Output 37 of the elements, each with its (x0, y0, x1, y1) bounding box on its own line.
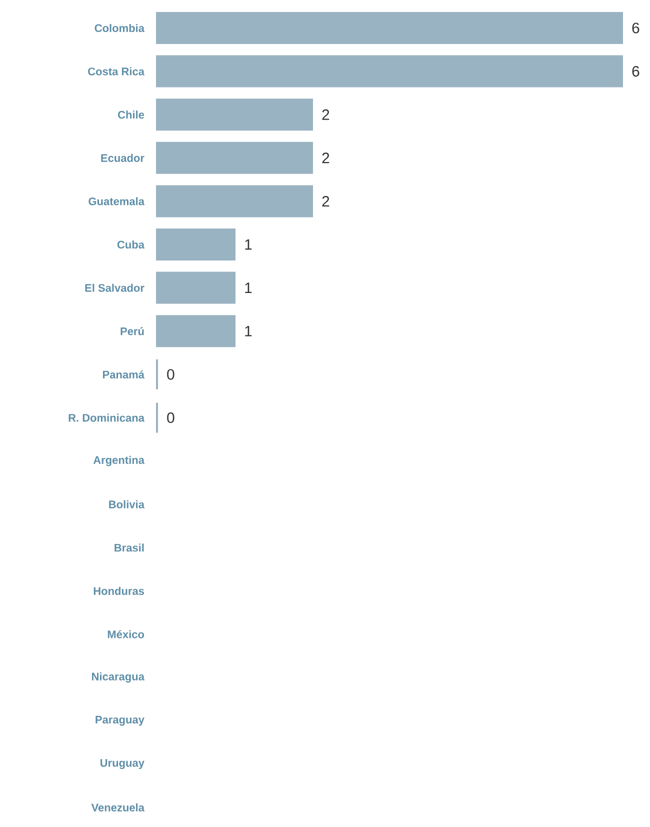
y-tick-label: Paraguay (96, 716, 144, 726)
bar (156, 315, 236, 348)
bar (156, 185, 313, 218)
y-tick-label: Bolivia (109, 500, 145, 508)
data-label: 2 (322, 196, 330, 206)
data-label: 1 (245, 326, 252, 336)
y-tick-label: Honduras (94, 586, 144, 595)
y-tick-label: Costa Rica (88, 67, 145, 76)
data-label: 2 (322, 109, 330, 120)
data-label: 6 (632, 22, 640, 34)
y-tick-label: Uruguay (100, 759, 144, 770)
y-tick-label: Argentina (93, 456, 145, 466)
y-tick-label: Venezuela (91, 803, 145, 812)
y-tick-label: Colombia (94, 24, 145, 32)
data-label: 1 (245, 282, 252, 293)
y-tick-label: Chile (118, 110, 144, 119)
y-tick-label: Nicaragua (92, 672, 145, 683)
bar (156, 228, 236, 261)
data-label: 0 (167, 369, 174, 380)
bar (156, 272, 236, 304)
y-tick-label: R. Dominicana (68, 414, 145, 422)
data-label: 0 (167, 412, 174, 424)
bar (156, 142, 313, 174)
y-tick-label: Guatemala (88, 197, 145, 206)
y-tick-label: Ecuador (101, 154, 144, 162)
data-label: 2 (322, 152, 330, 164)
y-tick-label: Perú (120, 327, 144, 336)
y-tick-label: Panamá (103, 370, 144, 378)
y-tick-label: El Salvador (85, 284, 144, 292)
y-tick-label: México (108, 630, 144, 638)
bar (156, 12, 623, 44)
data-label: 1 (245, 239, 252, 250)
data-label: 6 (632, 66, 640, 77)
bar (156, 98, 313, 131)
bar (156, 55, 623, 88)
y-tick-label: Brasil (114, 544, 144, 552)
y-tick-label: Cuba (117, 240, 145, 249)
